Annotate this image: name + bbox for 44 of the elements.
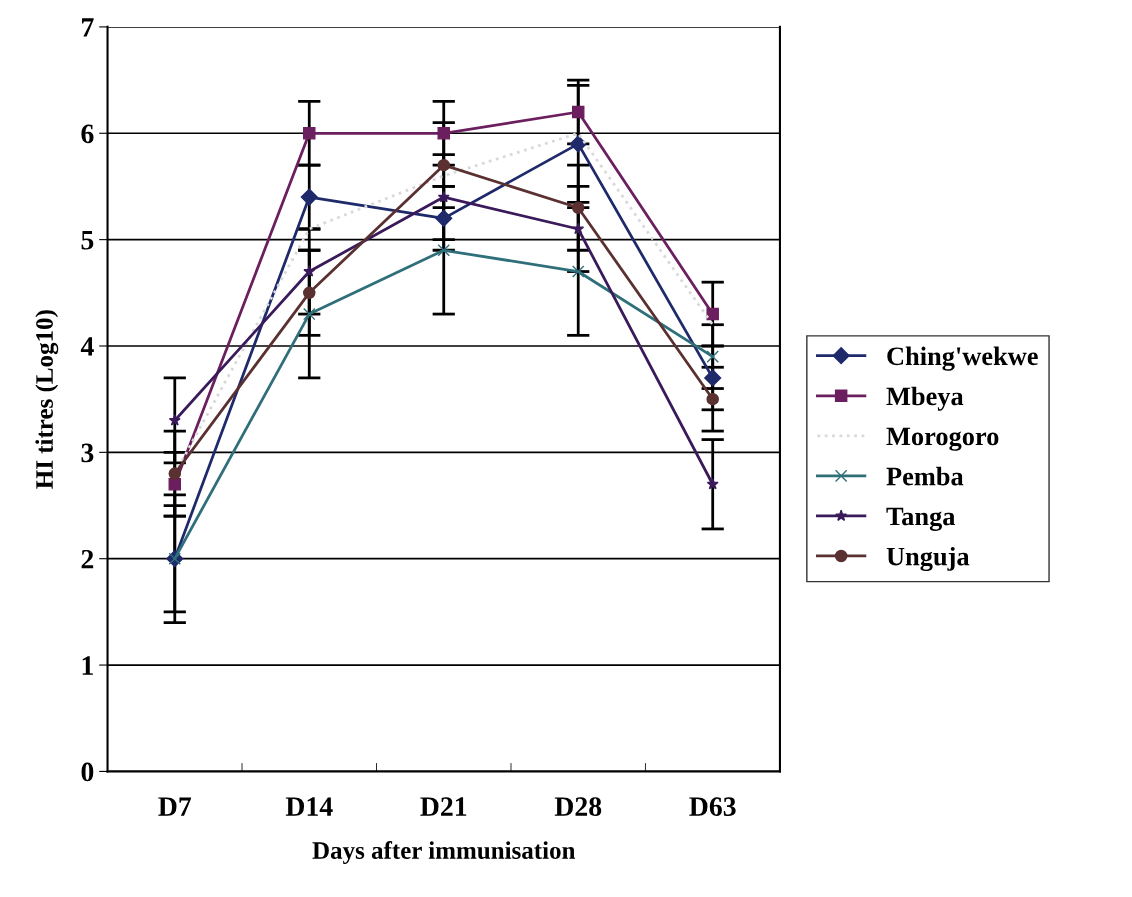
legend-label: Tanga <box>886 507 956 531</box>
x-tick-label: D28 <box>554 797 602 816</box>
point <box>435 209 453 227</box>
y-axis-title: HI titres (Log10) <box>35 310 59 489</box>
legend-label: Mbeya <box>886 386 964 411</box>
point <box>168 414 181 426</box>
point <box>303 307 316 321</box>
point <box>437 190 450 203</box>
point <box>572 222 585 235</box>
point <box>437 158 450 172</box>
point <box>303 286 316 300</box>
legend-label: Unguja <box>886 546 970 572</box>
legend-label: Pemba <box>886 466 964 486</box>
point <box>437 127 450 140</box>
y-tick-label: 2 <box>81 549 94 569</box>
point <box>706 392 719 406</box>
y-tick-label: 5 <box>81 231 94 250</box>
x-tick-label: D14 <box>285 797 333 816</box>
y-tick-label: 1 <box>82 656 93 675</box>
point <box>168 467 182 480</box>
point <box>303 265 316 277</box>
point <box>706 350 719 363</box>
x-tick-label: D7 <box>158 797 192 816</box>
point <box>300 188 318 206</box>
point <box>303 127 316 140</box>
point <box>704 369 722 387</box>
point <box>706 307 719 321</box>
legend-label: Morogoro <box>886 427 999 451</box>
y-tick-label: 0 <box>81 762 94 782</box>
point <box>571 265 585 278</box>
x-tick-label: D63 <box>689 797 736 816</box>
point <box>569 135 587 153</box>
point <box>571 105 585 119</box>
y-tick-label: 7 <box>82 18 94 37</box>
y-tick-label: 6 <box>81 124 94 144</box>
point <box>168 478 182 491</box>
legend-label: Ching'wekwe <box>887 346 1038 371</box>
x-tick-label: D21 <box>420 797 467 816</box>
point <box>571 201 585 214</box>
y-tick-label: 4 <box>80 337 94 356</box>
x-axis-title: Days after immunisation <box>312 841 576 865</box>
y-tick-label: 3 <box>81 443 94 463</box>
point <box>706 478 719 490</box>
point <box>437 244 450 257</box>
